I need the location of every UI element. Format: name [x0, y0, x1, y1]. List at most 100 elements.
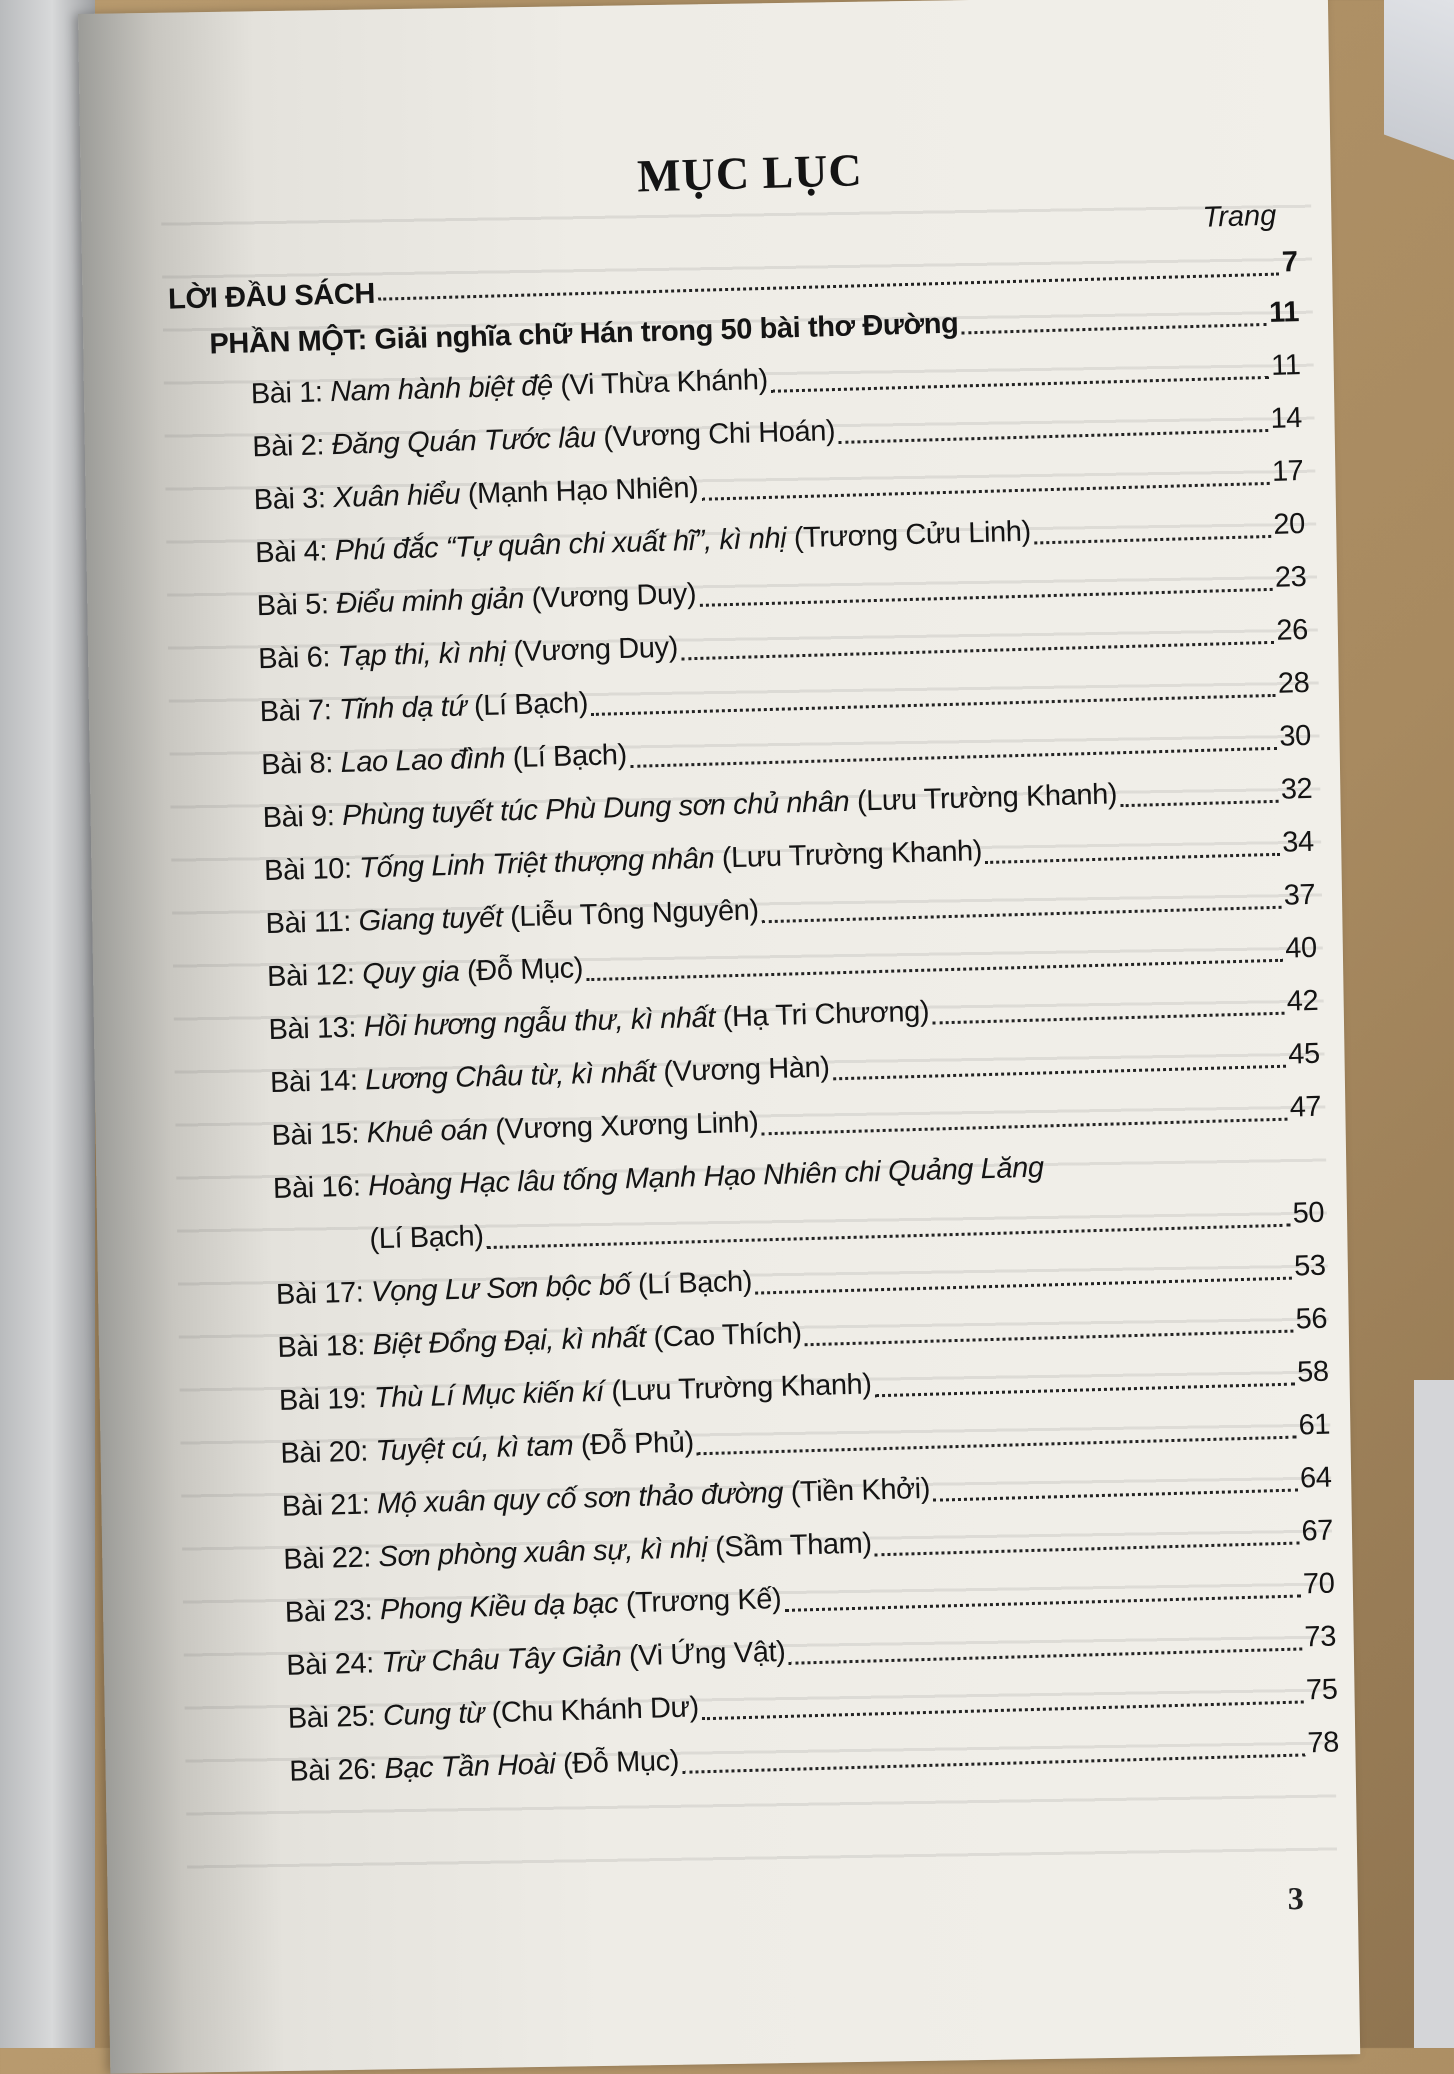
- entry-author: (Vương Hàn): [662, 1051, 830, 1089]
- entry-number: Bài 9:: [262, 800, 335, 835]
- entry-author: (Lí Bạch): [369, 1220, 484, 1256]
- entry-page: 73: [1304, 1620, 1337, 1654]
- entry-number: Bài 5:: [256, 588, 329, 623]
- entry-page: 58: [1296, 1355, 1330, 1389]
- entry-title: Tống Linh Triệt thượng nhân: [358, 842, 715, 885]
- entry-page: 70: [1302, 1567, 1335, 1601]
- entry-title: Tĩnh dạ tứ: [338, 690, 467, 726]
- entry-page: 64: [1299, 1461, 1332, 1495]
- dot-leader: [630, 746, 1277, 768]
- entry-title: Phú đắc “Tự quân chi xuất hĩ”, kì nhị: [334, 522, 787, 568]
- entry-page: 20: [1272, 507, 1306, 541]
- entry-page: 53: [1293, 1249, 1327, 1283]
- page-number: 3: [1287, 1879, 1305, 1917]
- entry-number: Bài 1:: [250, 376, 324, 411]
- dot-leader: [761, 1117, 1288, 1136]
- entry-page: 32: [1280, 772, 1313, 806]
- entry-number: Bài 11:: [265, 905, 352, 941]
- entry-author: (Vương Chi Hoán): [602, 415, 836, 454]
- entry-author: (Hạ Tri Chương): [722, 995, 930, 1034]
- entry-number: Bài 6:: [257, 641, 331, 676]
- entry-number: Bài 25:: [287, 1700, 376, 1735]
- entry-title: Phùng tuyết túc Phù Dung sơn chủ nhân: [341, 785, 850, 832]
- entry-author: (Đỗ Phủ): [580, 1426, 695, 1462]
- entry-number: Bài 10:: [263, 852, 353, 888]
- entry-title: Trừ Châu Tây Giản: [381, 1640, 622, 1680]
- entry-number: Bài 12:: [266, 958, 356, 994]
- entry-label: Bài 12: Quy gia (Đỗ Mục): [266, 942, 584, 1004]
- dot-leader: [701, 481, 1270, 501]
- entry-number: Bài 22:: [282, 1541, 372, 1576]
- entry-number: Bài 20:: [279, 1435, 369, 1470]
- dot-leader: [1120, 799, 1279, 808]
- dot-leader: [755, 1276, 1292, 1295]
- entry-title: Thù Lí Mục kiến kí: [373, 1375, 605, 1415]
- entry-title: Điểu minh giản: [335, 582, 525, 621]
- entry-label: Bài 7: Tĩnh dạ tứ (Lí Bạch): [259, 677, 589, 739]
- entry-page: 11: [1268, 296, 1300, 329]
- entry-number: Bài 16:: [272, 1170, 361, 1206]
- dot-leader: [702, 1700, 1304, 1721]
- entry-author: (Lưu Trường Khanh): [721, 835, 983, 875]
- dot-leader: [681, 640, 1274, 661]
- entry-author: (Mạnh Hạo Nhiên): [467, 471, 699, 511]
- entry-title: Bạc Tần Hoài: [384, 1748, 556, 1786]
- entry-page: 34: [1281, 825, 1315, 859]
- dot-leader: [933, 1488, 1298, 1502]
- entry-title: Vọng Lư Sơn bộc bố: [370, 1269, 631, 1309]
- entry-page: 17: [1271, 454, 1304, 488]
- entry-number: Bài 17:: [275, 1276, 364, 1311]
- dot-leader: [838, 428, 1268, 444]
- dot-leader: [874, 1382, 1295, 1398]
- entry-author: (Sầm Tham): [714, 1527, 873, 1564]
- dot-leader: [874, 1541, 1299, 1557]
- entry-number: Bài 14:: [269, 1064, 358, 1100]
- entry-title: Lao Lao đình: [340, 742, 506, 779]
- entry-author: (Đỗ Mục): [562, 1744, 680, 1781]
- entry-author: (Chu Khánh Dư): [491, 1691, 700, 1730]
- entry-page: 37: [1283, 878, 1316, 912]
- entry-page: 78: [1307, 1726, 1340, 1760]
- entry-number: Bài 21:: [281, 1488, 370, 1523]
- dot-leader: [784, 1594, 1301, 1612]
- entry-title: Biệt Đổng Đại, kì nhất: [372, 1321, 647, 1362]
- dot-leader: [1034, 534, 1271, 545]
- entry-label: Bài 26: Bạc Tần Hoài (Đỗ Mục): [289, 1735, 680, 1799]
- entry-page: 23: [1274, 560, 1307, 594]
- entry-author: (Lí Bạch): [637, 1265, 753, 1301]
- entry-author: (Lưu Trường Khanh): [610, 1368, 872, 1408]
- entry-author: (Đỗ Mục): [466, 952, 584, 988]
- entry-number: Bài 26:: [288, 1753, 378, 1788]
- dot-leader: [804, 1329, 1293, 1347]
- entry-number: Bài 7:: [259, 694, 332, 729]
- entry-page: 67: [1301, 1514, 1334, 1548]
- dot-leader: [788, 1647, 1302, 1665]
- entry-number: Bài 24:: [285, 1647, 375, 1682]
- previous-page-edge: [0, 0, 95, 2048]
- dot-leader: [832, 1064, 1286, 1081]
- table-of-contents: MỤC LỤC Trang LỜI ĐẦU SÁCH 7 PHẦN MỘT: G…: [164, 131, 1340, 1801]
- entry-page: 45: [1287, 1037, 1321, 1071]
- entry-number: Bài 19:: [278, 1382, 367, 1417]
- entry-page: 11: [1270, 349, 1301, 382]
- entry-title: Quy gia: [361, 955, 460, 991]
- entry-number: Bài 13:: [268, 1011, 357, 1047]
- entry-label: LỜI ĐẦU SÁCH: [167, 277, 376, 316]
- entry-title: Giang tuyết: [358, 901, 503, 938]
- entry-page: 42: [1286, 984, 1319, 1018]
- dot-leader: [985, 852, 1280, 865]
- entry-author: (Vương Duy): [512, 631, 679, 669]
- entry-page: 7: [1281, 246, 1299, 279]
- entry-author: (Vi Thừa Khánh): [559, 363, 769, 402]
- entry-number: Bài 3:: [253, 482, 326, 517]
- entry-title: Hồi hương ngẫu thư, kì nhất: [363, 1001, 716, 1044]
- book-page: MỤC LỤC Trang LỜI ĐẦU SÁCH 7 PHẦN MỘT: G…: [78, 0, 1361, 2074]
- entry-author: (Lưu Trường Khanh): [856, 778, 1118, 818]
- entry-title: Cung từ: [382, 1697, 485, 1733]
- entry-page: 61: [1298, 1408, 1331, 1442]
- entry-author: (Vương Duy): [531, 577, 697, 615]
- entry-number: Bài 18:: [277, 1329, 366, 1364]
- entry-page: 56: [1295, 1302, 1328, 1336]
- entry-title: Khuê oán: [366, 1114, 489, 1150]
- entry-title: Mộ xuân quy cố sơn thảo đường: [376, 1476, 784, 1521]
